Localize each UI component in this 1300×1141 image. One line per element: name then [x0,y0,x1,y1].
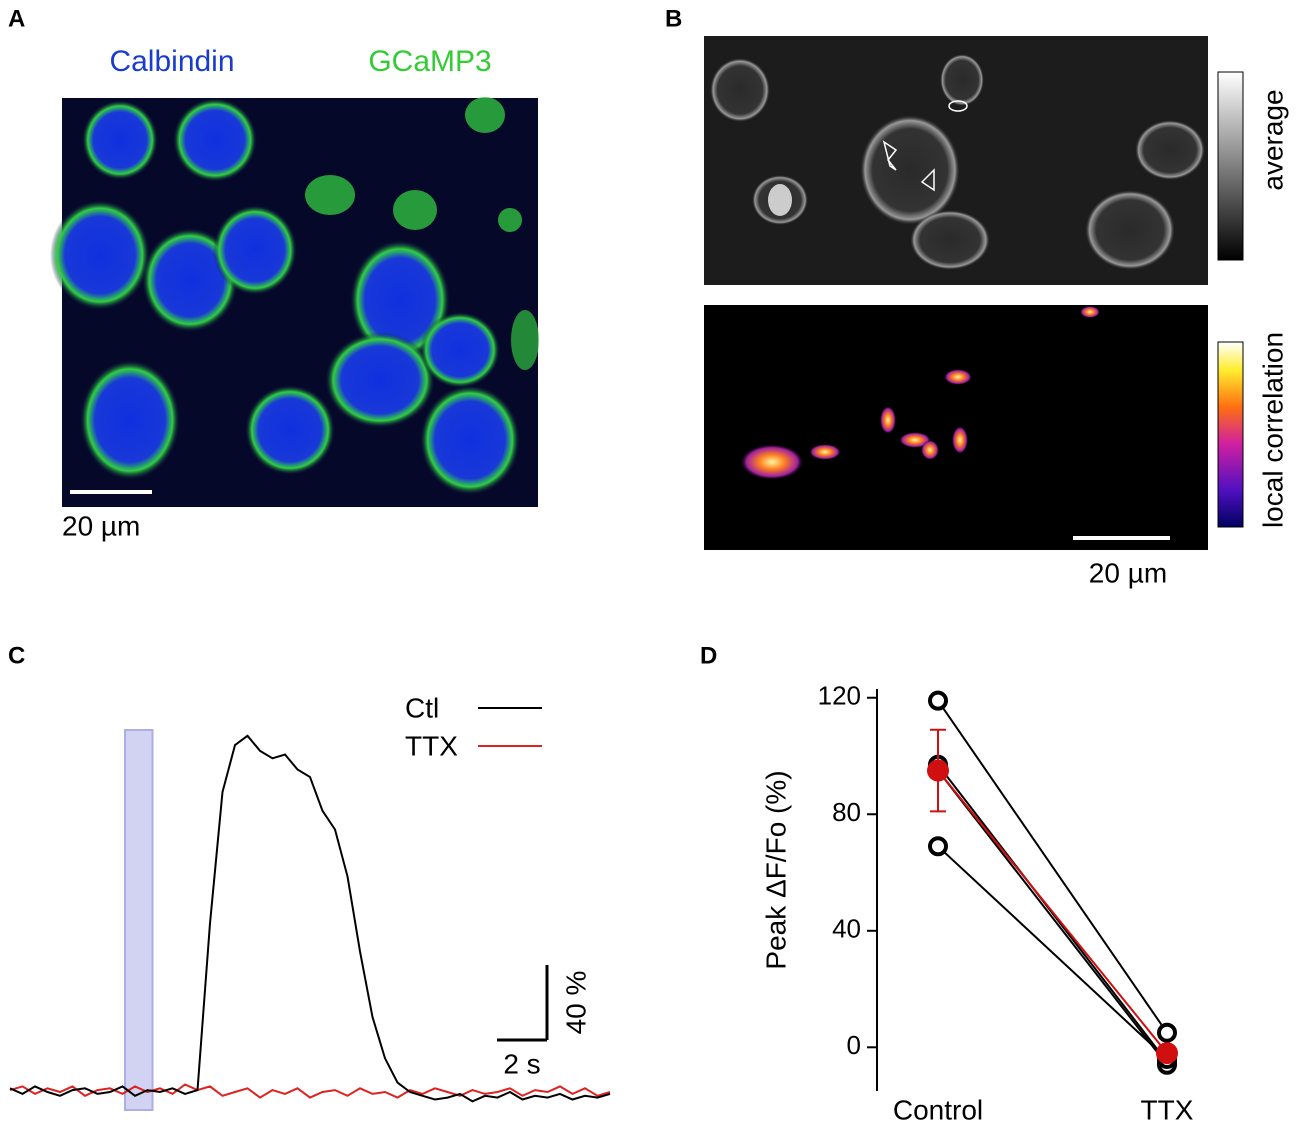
scale-bar-label: 20 µm [62,510,140,541]
subject-marker [1157,1022,1177,1043]
average-image [704,36,1208,285]
colorbar [1217,71,1244,261]
pair-line [937,769,1168,1066]
y-axis-label: Peak ΔF/Fo (%) [760,770,791,969]
mean-marker [927,759,949,782]
mean-marker [1156,1042,1178,1065]
y-tick-label: 120 [818,681,861,711]
correlation-image [704,305,1208,550]
x-tick-label: Control [893,1094,983,1125]
legend-label: TTX [405,730,458,761]
colorbar [1217,341,1244,528]
pair-line [937,845,1168,1060]
legend-label: Ctl [405,692,439,723]
scale-bar-label: 40 % [560,971,591,1035]
micrograph [50,97,539,507]
scale-bar-label: 2 s [503,1048,540,1079]
pair-line [937,769,1168,1054]
panel-letter: A [8,5,25,32]
subject-marker [928,836,948,857]
trace [9,1083,611,1099]
stain-label: GCaMP3 [368,45,491,78]
y-tick-label: 0 [847,1030,861,1060]
panel-letter: C [8,642,25,669]
colorbar-label: local correlation [1257,332,1288,528]
panel-letter: D [700,642,717,669]
scale-bar-label: 20 µm [1089,557,1167,588]
stimulus [124,729,154,1111]
x-tick-label: TTX [1141,1094,1194,1125]
y-tick-label: 80 [832,797,861,827]
trace [9,734,611,1103]
subject-marker [928,690,948,711]
stain-label: Calbindin [109,45,234,78]
pair-line [937,700,1168,1034]
colorbar-label: average [1257,89,1288,190]
panel-letter: B [665,5,682,32]
y-tick-label: 40 [832,914,861,944]
